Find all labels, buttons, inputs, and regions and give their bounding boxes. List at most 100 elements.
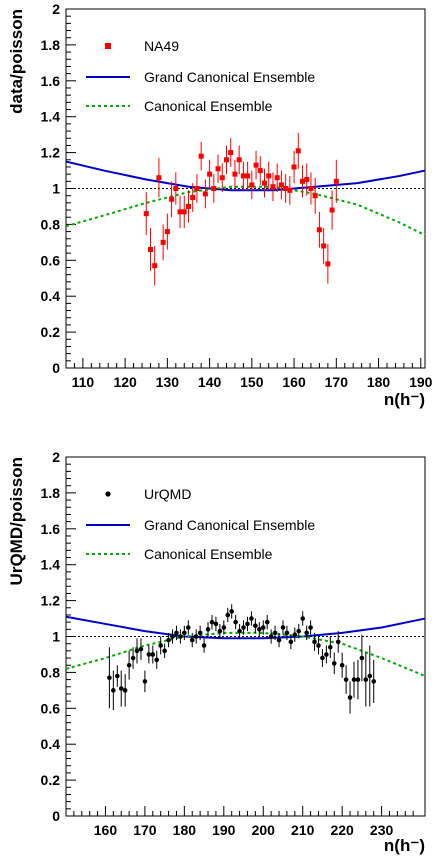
x-tick-label: 230	[370, 822, 394, 838]
data-point	[142, 679, 148, 684]
legend-label: UrQMD	[144, 486, 191, 502]
data-point	[202, 191, 208, 197]
canonical-curve	[65, 185, 426, 237]
data-point	[217, 628, 223, 634]
data-point	[190, 194, 196, 200]
data-point	[367, 673, 373, 679]
y-tick-label: 1.8	[41, 37, 61, 53]
data-point	[347, 695, 353, 700]
x-axis-label: n(h⁻)	[384, 836, 425, 855]
data-point	[324, 652, 329, 657]
data-point	[333, 178, 339, 184]
data-point	[260, 625, 266, 630]
data-point	[166, 637, 171, 643]
data-point	[312, 639, 317, 645]
data-point	[272, 630, 278, 636]
data-point	[253, 162, 259, 168]
data-point	[304, 630, 309, 636]
data-point	[331, 661, 337, 666]
data-point	[276, 637, 282, 643]
y-tick-label: 1	[52, 629, 60, 645]
data-point	[257, 168, 263, 174]
legend-label: NA49	[144, 38, 179, 54]
data-point	[233, 619, 238, 625]
data-point	[225, 612, 231, 618]
data-point	[287, 187, 293, 193]
x-tick-label: 130	[156, 374, 180, 390]
data-point	[257, 627, 262, 632]
y-tick-label: 0.6	[41, 252, 61, 268]
x-tick-label: 160	[282, 374, 306, 390]
y-tick-label: 0.4	[41, 288, 61, 304]
data-point	[274, 175, 280, 181]
data-point	[185, 625, 191, 630]
x-tick-label: 160	[94, 822, 118, 838]
x-tick-label: 190	[212, 822, 236, 838]
data-point	[283, 186, 289, 191]
data-point	[245, 173, 251, 179]
y-tick-label: 2	[52, 449, 60, 465]
x-tick-label: 170	[325, 374, 349, 390]
data-point	[300, 616, 306, 621]
data-point	[162, 648, 167, 654]
data-point	[280, 625, 286, 630]
data-point	[221, 625, 227, 630]
y-tick-label: 1.4	[41, 109, 61, 125]
data-point	[211, 186, 217, 191]
data-point	[205, 627, 211, 632]
x-tick-label: 170	[133, 822, 157, 838]
data-point	[296, 628, 302, 634]
legend-label: Grand Canonical Ensemble	[144, 517, 315, 533]
data-point	[371, 679, 377, 684]
data-point	[107, 675, 112, 681]
data-point	[146, 652, 152, 657]
x-tick-label: 200	[252, 822, 276, 838]
legend-label: Canonical Ensemble	[144, 98, 273, 114]
data-point	[236, 157, 242, 163]
data-point	[249, 182, 255, 188]
x-tick-label: 110	[72, 374, 95, 390]
data-point	[316, 643, 321, 648]
x-tick-label: 150	[240, 374, 264, 390]
data-point	[189, 637, 195, 643]
data-point	[156, 175, 162, 181]
data-point	[266, 173, 272, 179]
data-point	[262, 180, 268, 186]
y-tick-label: 1	[52, 181, 60, 197]
data-point	[343, 677, 349, 682]
data-point	[138, 646, 144, 652]
y-tick-label: 0.2	[41, 324, 61, 340]
data-point	[223, 157, 229, 163]
data-point	[154, 657, 160, 663]
data-point	[308, 186, 314, 191]
data-point	[118, 686, 124, 691]
data-point	[201, 643, 207, 648]
x-tick-label: 190	[409, 374, 433, 390]
data-point	[114, 673, 120, 679]
data-point	[178, 634, 183, 639]
data-point	[181, 209, 187, 215]
data-point	[245, 621, 250, 627]
data-point	[194, 186, 200, 191]
data-point	[359, 655, 365, 661]
y-tick-label: 0.4	[41, 736, 61, 752]
data-point	[169, 196, 175, 202]
y-tick-label: 0.8	[41, 664, 61, 680]
grand-canonical-curve	[65, 615, 426, 640]
y-tick-label: 1.2	[41, 145, 61, 161]
data-point	[158, 643, 163, 648]
data-point	[207, 171, 213, 177]
data-point	[229, 609, 234, 614]
na49-ratio-panel: 0 0.2 0.4 0.6 0.8 1 1.2 1.4 1.6 1.8 2 110 120 130 140 1…	[7, 1, 433, 409]
data-point	[351, 677, 357, 682]
data-point	[111, 688, 116, 693]
data-point	[304, 177, 310, 183]
y-tick-label: 1.4	[41, 557, 61, 573]
data-point	[237, 628, 242, 634]
data-point	[300, 178, 306, 184]
data-point	[284, 630, 290, 636]
data-point	[182, 630, 187, 636]
data-point	[278, 182, 284, 188]
data-point	[170, 634, 175, 639]
legend-marker	[105, 491, 111, 497]
